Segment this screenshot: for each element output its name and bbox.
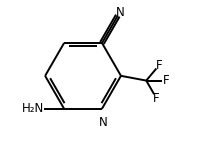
Text: F: F [153, 92, 160, 105]
Text: F: F [156, 59, 163, 72]
Text: H₂N: H₂N [22, 102, 44, 115]
Text: N: N [98, 116, 107, 129]
Text: F: F [163, 74, 170, 87]
Text: N: N [115, 6, 124, 19]
